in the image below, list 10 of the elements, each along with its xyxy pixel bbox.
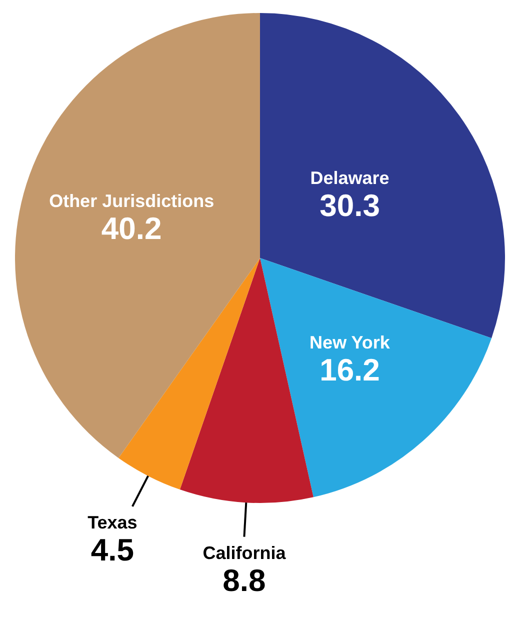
slice-label: California	[202, 542, 287, 563]
slice-label: New York	[310, 332, 391, 353]
data-label: 16.2	[320, 352, 380, 388]
data-label: 4.5	[90, 532, 134, 568]
data-label: 40.2	[101, 211, 162, 246]
data-label: 8.8	[222, 562, 266, 598]
slice-label: Delaware	[310, 168, 390, 188]
data-label: 30.3	[320, 188, 380, 224]
slice-label: Texas	[88, 512, 138, 532]
slice-label: Other Jurisdictions	[49, 191, 214, 212]
